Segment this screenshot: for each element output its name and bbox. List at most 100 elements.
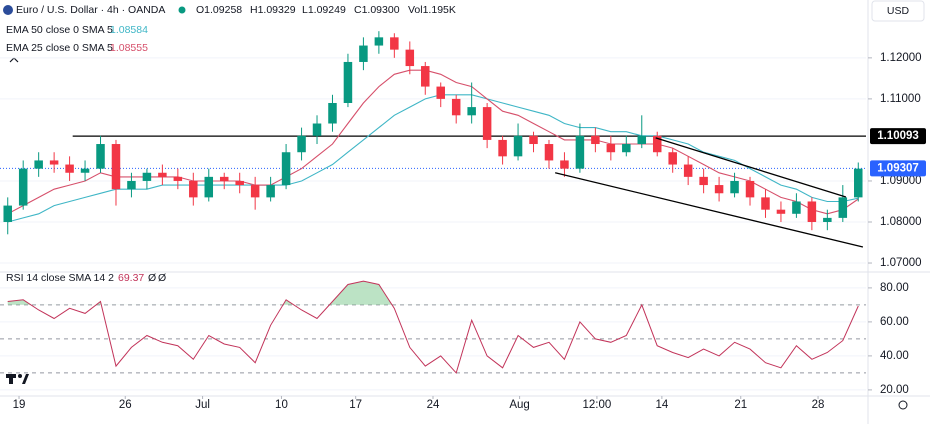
market-status-dot <box>178 6 186 14</box>
candle-body <box>730 180 739 194</box>
candle-body <box>606 144 616 153</box>
y-tick-label: 1.11000 <box>880 93 921 105</box>
quote-low: L1.09249 <box>302 4 346 16</box>
x-tick-label: 19 <box>13 399 26 411</box>
candle-body <box>235 180 244 186</box>
candle-body <box>96 144 105 169</box>
candle-body <box>49 160 59 165</box>
x-tick-label: 12:00 <box>583 399 612 411</box>
candle-body <box>390 37 399 50</box>
quote-close: C1.09300 <box>354 4 400 16</box>
candle-body <box>158 172 167 177</box>
rsi-value: 69.37 <box>118 272 144 284</box>
candle-body <box>622 144 631 153</box>
trend-line <box>555 172 864 248</box>
price-label: 1.10093 <box>877 130 919 142</box>
candle-body <box>266 185 275 198</box>
symbol-icon <box>3 5 13 15</box>
candle-body <box>204 176 214 198</box>
candle-body <box>343 61 353 103</box>
candle-body <box>652 135 662 153</box>
candle-body <box>544 144 554 161</box>
candle-body <box>591 135 600 145</box>
x-tick-label: 17 <box>349 399 362 411</box>
candle-body <box>436 86 445 99</box>
trend-line <box>655 137 847 198</box>
plot-layer: 1.12000 1.11000 1.09000 1.08000 1.07000 80.00… <box>0 24 926 411</box>
legend-name: EMA 50 close 0 SMA 5 <box>6 24 113 36</box>
y-tick-label: 1.12000 <box>880 52 922 64</box>
candle-body <box>374 37 384 46</box>
candle-body <box>745 180 755 198</box>
y-tick-label: 20.00 <box>880 384 909 396</box>
candle-body <box>838 197 848 218</box>
candle-body <box>359 45 368 62</box>
rsi-legend-extra: Ø <box>148 272 156 284</box>
candle-body <box>498 139 507 157</box>
x-tick-label: 14 <box>655 399 668 411</box>
candle-body <box>80 168 90 173</box>
candle-body <box>312 123 322 136</box>
settings-icon[interactable] <box>898 400 908 410</box>
candle-body <box>823 217 832 222</box>
candle-body <box>250 185 260 198</box>
price-label: 1.09307 <box>877 162 919 174</box>
y-tick-label: 1.08000 <box>880 216 922 228</box>
candle-body <box>792 201 801 214</box>
candle-body <box>34 160 43 169</box>
quote-high: H1.09329 <box>250 4 296 16</box>
candle-body <box>560 160 569 169</box>
x-tick-label: 24 <box>427 399 440 411</box>
price-label-box <box>870 128 926 145</box>
legend-value: 1.08555 <box>110 42 148 54</box>
candle-body <box>854 168 863 198</box>
rsi-legend-extra: Ø <box>158 272 166 284</box>
currency-button[interactable] <box>871 0 925 22</box>
candle-body <box>761 197 770 210</box>
candle-body <box>467 107 476 116</box>
candle-body <box>328 102 337 124</box>
y-tick-label: 1.09000 <box>880 175 922 187</box>
candle-body <box>421 66 430 87</box>
candle-body <box>482 107 492 140</box>
quote-open: O1.09258 <box>196 4 242 16</box>
x-tick-label: Jul <box>195 399 210 411</box>
y-tick-label: 1.07000 <box>880 257 922 269</box>
y-tick-label: 40.00 <box>880 350 909 362</box>
candle-body <box>513 135 523 157</box>
candle-body <box>3 205 12 222</box>
candle-body <box>714 185 724 194</box>
candle-body <box>111 144 121 190</box>
candle-body <box>65 164 74 173</box>
candle-body <box>173 176 183 181</box>
rsi-title: RSI 14 close SMA 14 2 <box>6 272 114 284</box>
candle-body <box>189 180 198 198</box>
candle-body <box>807 201 817 222</box>
candle-body <box>297 135 306 153</box>
quote-volume: Vol1.195K <box>408 4 456 16</box>
candle-body <box>575 135 585 169</box>
currency-label: USD <box>887 5 910 17</box>
x-tick-label: 28 <box>812 399 825 411</box>
y-tick-label: 60.00 <box>880 316 909 328</box>
candle-body <box>776 209 786 214</box>
x-tick-label: 10 <box>275 399 288 411</box>
x-tick-label: 21 <box>734 399 747 411</box>
candle-body <box>699 176 708 186</box>
legend-name: EMA 25 close 0 SMA 5 <box>6 42 113 54</box>
x-tick-label: 26 <box>119 399 132 411</box>
candle-body <box>142 172 152 181</box>
candle-body <box>668 152 677 165</box>
candle-body <box>451 98 461 116</box>
candle-body <box>683 164 693 177</box>
logo <box>6 374 29 384</box>
candle-body <box>127 180 136 190</box>
rsi-plot <box>0 280 866 374</box>
candle-body <box>219 176 229 181</box>
candle-body <box>637 135 647 145</box>
candle-body <box>529 135 538 145</box>
price-label-box <box>870 160 926 177</box>
